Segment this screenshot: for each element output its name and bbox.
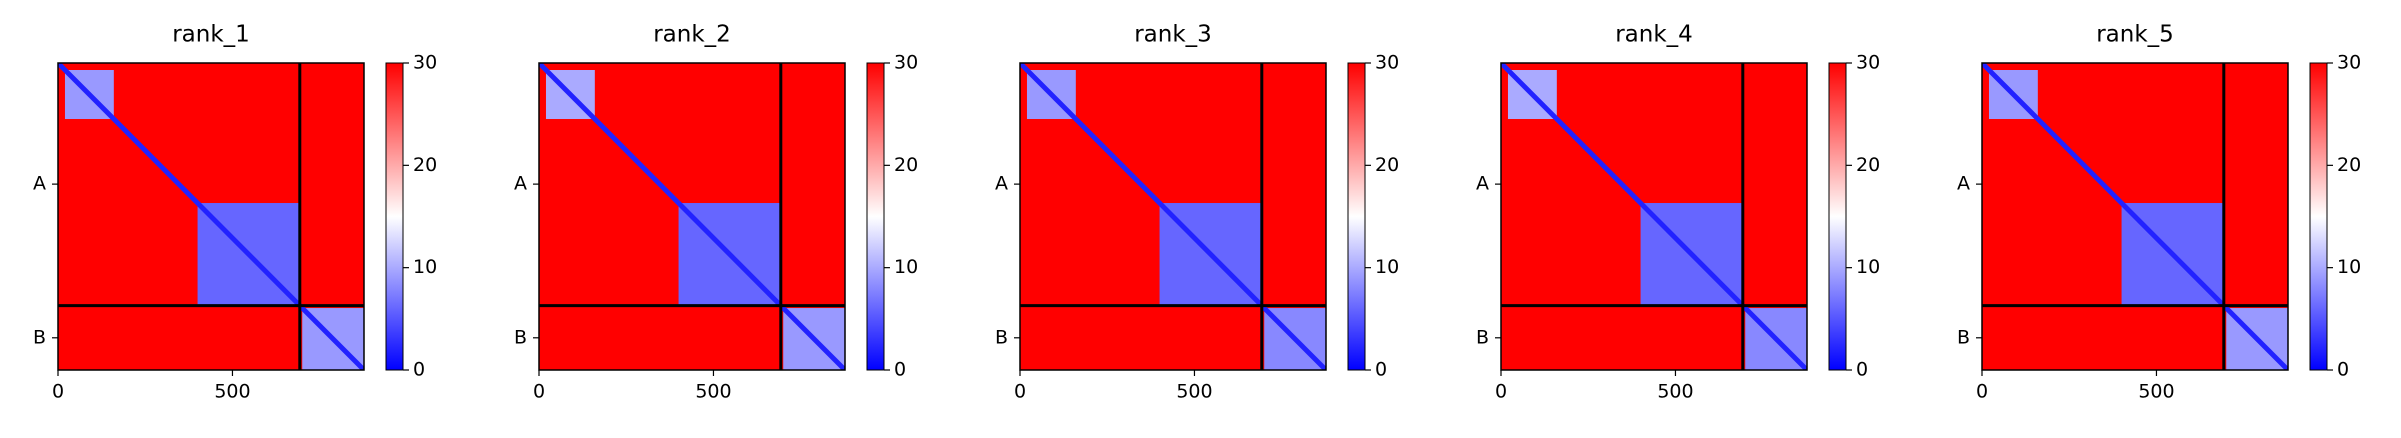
x-tick-label: 500 <box>2138 381 2174 403</box>
x-tick-label: 500 <box>214 381 250 403</box>
colorbar-tick-label: 0 <box>1856 359 1868 381</box>
x-tick-label: 500 <box>695 381 731 403</box>
x-tick-label: 0 <box>1014 381 1026 403</box>
panel: rank_1 0 500 A B 0 10 20 30 <box>33 22 437 403</box>
colorbar-tick-label: 30 <box>1375 52 1399 74</box>
colorbar-tick-label: 10 <box>1856 256 1880 278</box>
colorbar <box>385 62 404 371</box>
y-tick-label: A <box>1476 173 1489 195</box>
x-tick-label: 0 <box>1495 381 1507 403</box>
diagonal <box>58 63 364 370</box>
colorbar <box>2309 62 2328 371</box>
colorbar-tick-label: 10 <box>894 256 918 278</box>
colorbar-tick-label: 0 <box>894 359 906 381</box>
x-tick-label: 0 <box>533 381 545 403</box>
colorbar <box>866 62 885 371</box>
axes-frame <box>1019 62 1327 371</box>
diagonal <box>1020 63 1326 370</box>
panel: rank_4 0 500 A B 0 10 20 30 <box>1476 22 1880 403</box>
colorbar <box>1347 62 1366 371</box>
y-tick-label: B <box>33 326 46 348</box>
panel-title: rank_5 <box>2096 22 2174 48</box>
colorbar <box>1828 62 1847 371</box>
diagonal <box>1982 63 2288 370</box>
colorbar-tick-label: 20 <box>894 154 918 176</box>
colorbar-tick-label: 0 <box>413 359 425 381</box>
colorbar-tick-label: 0 <box>1375 359 1387 381</box>
panel: rank_3 0 500 A B 0 10 20 30 <box>995 22 1399 403</box>
y-tick-label: B <box>1957 326 1970 348</box>
panel-title: rank_1 <box>172 22 250 48</box>
panel-title: rank_3 <box>1134 22 1212 48</box>
colorbar-tick-label: 30 <box>2337 52 2361 74</box>
colorbar-tick-label: 30 <box>894 52 918 74</box>
axes-frame <box>538 62 846 371</box>
y-tick-label: B <box>1476 326 1489 348</box>
colorbar-tick-label: 20 <box>1856 154 1880 176</box>
panel-title: rank_4 <box>1615 22 1693 48</box>
axes-frame <box>1981 62 2289 371</box>
x-tick-label: 0 <box>1976 381 1988 403</box>
y-tick-label: A <box>33 173 46 195</box>
colorbar-tick-label: 20 <box>413 154 437 176</box>
y-tick-label: B <box>995 326 1008 348</box>
axes-frame <box>1500 62 1808 371</box>
colorbar-tick-label: 30 <box>413 52 437 74</box>
panel: rank_5 0 500 A B 0 10 20 30 <box>1957 22 2361 403</box>
y-tick-label: B <box>514 326 527 348</box>
y-tick-label: A <box>995 173 1008 195</box>
x-tick-label: 500 <box>1657 381 1693 403</box>
diagonal <box>539 63 845 370</box>
colorbar-tick-label: 20 <box>1375 154 1399 176</box>
panel: rank_2 0 500 A B 0 10 20 30 <box>514 22 918 403</box>
y-tick-label: A <box>1957 173 1970 195</box>
diagonal <box>1501 63 1807 370</box>
colorbar-tick-label: 20 <box>2337 154 2361 176</box>
y-tick-label: A <box>514 173 527 195</box>
colorbar-tick-label: 10 <box>2337 256 2361 278</box>
colorbar-tick-label: 0 <box>2337 359 2349 381</box>
colorbar-tick-label: 10 <box>1375 256 1399 278</box>
colorbar-tick-label: 10 <box>413 256 437 278</box>
colorbar-tick-label: 30 <box>1856 52 1880 74</box>
x-tick-label: 0 <box>52 381 64 403</box>
panel-title: rank_2 <box>653 22 731 48</box>
axes-frame <box>57 62 365 371</box>
x-tick-label: 500 <box>1176 381 1212 403</box>
